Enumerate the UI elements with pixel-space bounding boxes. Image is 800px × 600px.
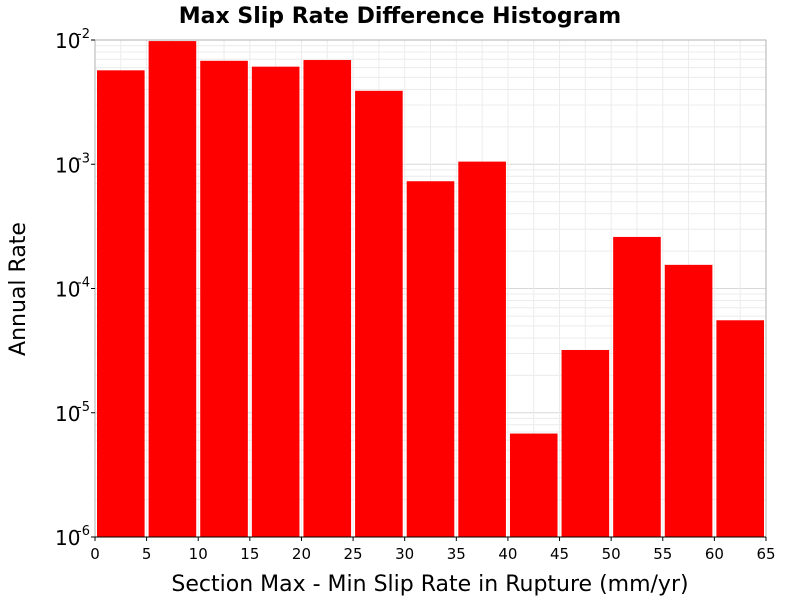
y-tick-label: 10 (55, 153, 80, 177)
x-tick-label: 15 (240, 545, 259, 563)
histogram-bar (458, 161, 506, 537)
histogram-bar (251, 66, 300, 538)
x-tick-label: 60 (705, 545, 724, 563)
y-tick-exponent: -3 (77, 151, 90, 166)
histogram-bar (561, 349, 610, 537)
x-tick-label: 35 (447, 545, 466, 563)
x-tick-label: 0 (90, 545, 100, 563)
y-tick-exponent: -4 (77, 276, 90, 291)
x-tick-label: 10 (189, 545, 208, 563)
x-tick-label: 50 (602, 545, 621, 563)
histogram-bar (664, 264, 713, 537)
y-tick-exponent: -6 (77, 524, 90, 539)
histogram-bar (355, 90, 403, 538)
y-tick-label: 10 (55, 402, 80, 426)
x-axis-label: Section Max - Min Slip Rate in Rupture (… (171, 572, 688, 597)
x-tick-label: 20 (292, 545, 311, 563)
x-tick-label: 45 (550, 545, 569, 563)
histogram-bar (97, 70, 145, 537)
x-tick-label: 40 (498, 545, 517, 563)
histogram-bar (613, 236, 661, 537)
histogram-bar (406, 181, 455, 538)
bars (97, 41, 764, 538)
y-axis-label: Annual Rate (6, 222, 31, 356)
histogram-bar (148, 41, 197, 538)
chart-title: Max Slip Rate Difference Histogram (179, 4, 621, 29)
x-tick-label: 65 (756, 545, 775, 563)
histogram-bar (509, 433, 558, 537)
y-tick-label: 10 (55, 278, 80, 302)
x-tick-label: 25 (344, 545, 363, 563)
x-axis-ticks: 0 5 10 15 20 25 30 35 40 45 50 55 60 65 (90, 537, 776, 563)
x-tick-label: 55 (653, 545, 672, 563)
y-tick-exponent: -5 (77, 400, 90, 415)
y-axis-ticks: 10-610-510-410-310-2 (55, 27, 95, 550)
x-tick-label: 5 (142, 545, 152, 563)
x-tick-label: 30 (395, 545, 414, 563)
histogram-bar (303, 60, 352, 537)
y-tick-label: 10 (55, 526, 80, 550)
y-tick-label: 10 (55, 29, 80, 53)
histogram-bar (200, 60, 248, 538)
histogram-bar (716, 320, 764, 537)
y-tick-exponent: -2 (77, 27, 90, 42)
